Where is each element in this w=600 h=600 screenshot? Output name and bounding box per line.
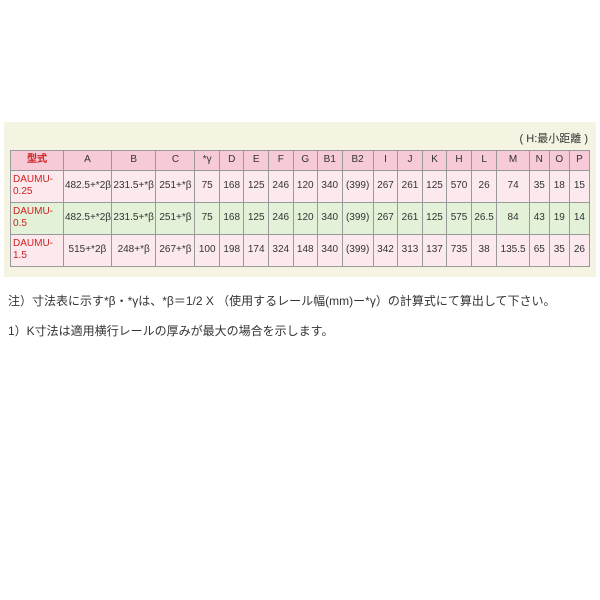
data-cell: 125 <box>244 202 269 234</box>
col-header: G <box>293 151 318 171</box>
data-cell: 231.5+*β <box>111 170 156 202</box>
col-header: A <box>63 151 111 171</box>
data-cell: 340 <box>318 202 343 234</box>
col-header: J <box>398 151 423 171</box>
spec-block: ( H:最小距離 ) 型式ABC*γDEFGB1B2IJKHLMNOP DAUM… <box>4 122 596 277</box>
model-cell: DAUMU-0.25 <box>11 170 64 202</box>
data-cell: 100 <box>195 234 220 266</box>
data-cell: 84 <box>497 202 529 234</box>
data-cell: 267+*β <box>156 234 195 266</box>
data-cell: 482.5+*2β <box>63 202 111 234</box>
col-header: B2 <box>342 151 373 171</box>
data-cell: 26 <box>569 234 589 266</box>
notes-block: 注）寸法表に示す*β・*γは、*β＝1/2 X （使用するレール幅(mm)ー*γ… <box>4 291 596 342</box>
data-cell: 35 <box>529 170 549 202</box>
data-cell: 248+*β <box>111 234 156 266</box>
data-cell: 231.5+*β <box>111 202 156 234</box>
data-cell: 18 <box>549 170 569 202</box>
data-cell: 26 <box>471 170 497 202</box>
col-header: *γ <box>195 151 220 171</box>
note-line-2: 1）K寸法は適用横行レールの厚みが最大の場合を示します。 <box>8 321 592 341</box>
data-cell: 575 <box>447 202 472 234</box>
data-cell: 267 <box>373 202 398 234</box>
data-cell: 570 <box>447 170 472 202</box>
data-cell: 26.5 <box>471 202 497 234</box>
col-header: C <box>156 151 195 171</box>
model-cell: DAUMU-0.5 <box>11 202 64 234</box>
data-cell: (399) <box>342 202 373 234</box>
data-cell: 340 <box>318 234 343 266</box>
col-header: M <box>497 151 529 171</box>
data-cell: 19 <box>549 202 569 234</box>
col-header: O <box>549 151 569 171</box>
data-cell: 75 <box>195 202 220 234</box>
col-header: D <box>219 151 244 171</box>
data-cell: 75 <box>195 170 220 202</box>
data-cell: 251+*β <box>156 170 195 202</box>
data-cell: (399) <box>342 234 373 266</box>
data-cell: 246 <box>268 170 293 202</box>
data-cell: 135.5 <box>497 234 529 266</box>
data-cell: 735 <box>447 234 472 266</box>
col-header: F <box>268 151 293 171</box>
top-note: ( H:最小距離 ) <box>10 130 590 146</box>
data-cell: 168 <box>219 202 244 234</box>
note-line-1: 注）寸法表に示す*β・*γは、*β＝1/2 X （使用するレール幅(mm)ー*γ… <box>8 291 592 311</box>
data-cell: 120 <box>293 202 318 234</box>
table-row: DAUMU-0.5482.5+*2β231.5+*β251+*β75168125… <box>11 202 590 234</box>
table-row: DAUMU-1.5515+*2β248+*β267+*β100198174324… <box>11 234 590 266</box>
data-cell: 482.5+*2β <box>63 170 111 202</box>
data-cell: 261 <box>398 202 423 234</box>
col-header: K <box>422 151 447 171</box>
data-cell: 340 <box>318 170 343 202</box>
data-cell: 137 <box>422 234 447 266</box>
data-cell: 74 <box>497 170 529 202</box>
col-header: L <box>471 151 497 171</box>
data-cell: 342 <box>373 234 398 266</box>
data-cell: (399) <box>342 170 373 202</box>
col-header-model: 型式 <box>11 151 64 171</box>
data-cell: 15 <box>569 170 589 202</box>
data-cell: 125 <box>422 202 447 234</box>
data-cell: 251+*β <box>156 202 195 234</box>
data-cell: 246 <box>268 202 293 234</box>
data-cell: 267 <box>373 170 398 202</box>
data-cell: 174 <box>244 234 269 266</box>
table-header-row: 型式ABC*γDEFGB1B2IJKHLMNOP <box>11 151 590 171</box>
data-cell: 125 <box>422 170 447 202</box>
data-cell: 43 <box>529 202 549 234</box>
data-cell: 38 <box>471 234 497 266</box>
data-cell: 125 <box>244 170 269 202</box>
col-header: P <box>569 151 589 171</box>
data-cell: 324 <box>268 234 293 266</box>
data-cell: 168 <box>219 170 244 202</box>
col-header: B1 <box>318 151 343 171</box>
data-cell: 14 <box>569 202 589 234</box>
col-header: E <box>244 151 269 171</box>
data-cell: 515+*2β <box>63 234 111 266</box>
data-cell: 65 <box>529 234 549 266</box>
data-cell: 261 <box>398 170 423 202</box>
data-cell: 35 <box>549 234 569 266</box>
page-root: ( H:最小距離 ) 型式ABC*γDEFGB1B2IJKHLMNOP DAUM… <box>0 0 600 355</box>
data-cell: 120 <box>293 170 318 202</box>
model-cell: DAUMU-1.5 <box>11 234 64 266</box>
table-row: DAUMU-0.25482.5+*2β231.5+*β251+*β7516812… <box>11 170 590 202</box>
data-cell: 198 <box>219 234 244 266</box>
spec-table: 型式ABC*γDEFGB1B2IJKHLMNOP DAUMU-0.25482.5… <box>10 150 590 267</box>
col-header: H <box>447 151 472 171</box>
col-header: I <box>373 151 398 171</box>
data-cell: 313 <box>398 234 423 266</box>
col-header: N <box>529 151 549 171</box>
data-cell: 148 <box>293 234 318 266</box>
col-header: B <box>111 151 156 171</box>
